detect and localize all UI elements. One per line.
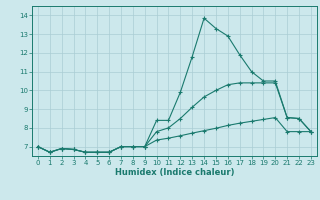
X-axis label: Humidex (Indice chaleur): Humidex (Indice chaleur) bbox=[115, 168, 234, 177]
